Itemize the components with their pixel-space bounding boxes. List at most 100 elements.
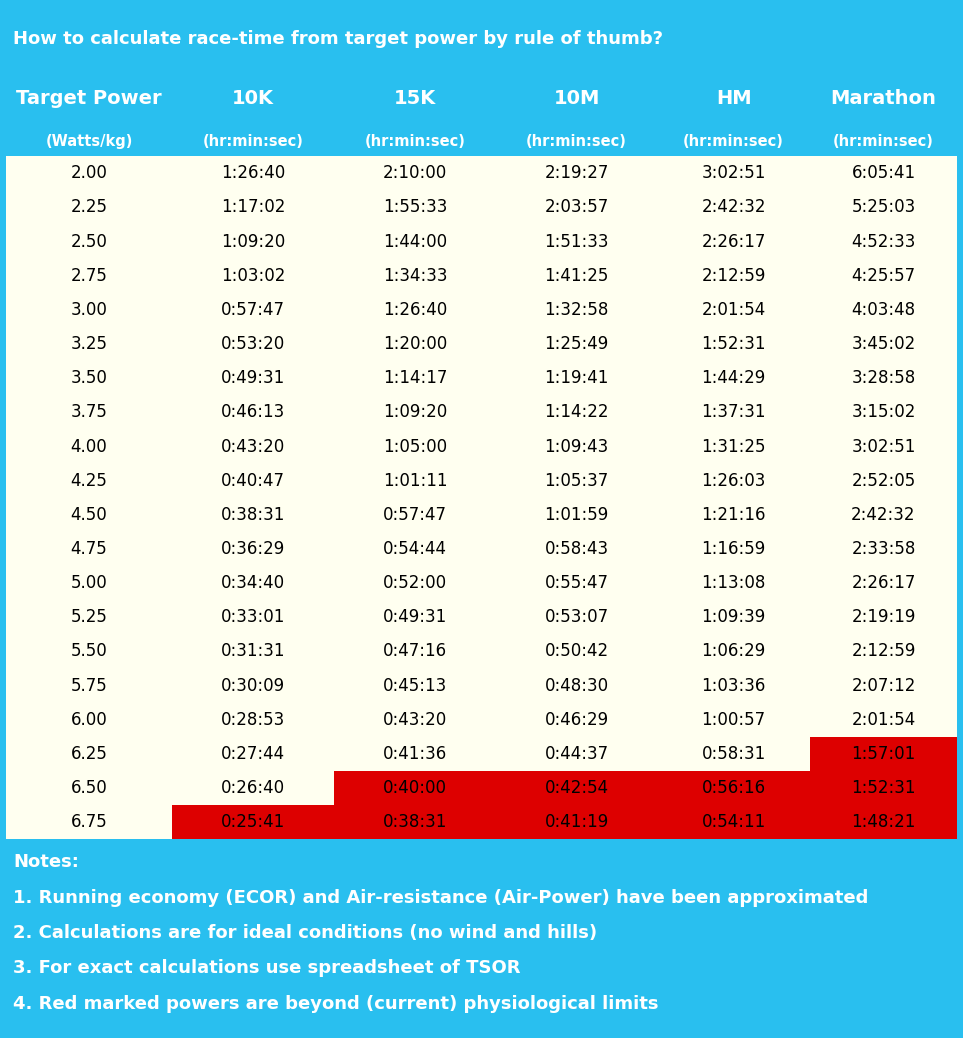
Text: 1:34:33: 1:34:33 — [382, 267, 447, 284]
Bar — [496, 327, 658, 361]
Bar — [496, 190, 658, 224]
Bar — [810, 190, 957, 224]
Text: 1:05:00: 1:05:00 — [383, 437, 447, 456]
Text: 1:25:49: 1:25:49 — [544, 335, 609, 353]
Bar — [172, 668, 334, 703]
Text: 1:44:29: 1:44:29 — [701, 370, 766, 387]
Bar — [810, 157, 957, 190]
Bar — [810, 805, 957, 840]
Text: 0:58:31: 0:58:31 — [701, 745, 766, 763]
Bar — [172, 600, 334, 634]
Bar — [6, 771, 172, 805]
Bar — [496, 430, 658, 464]
Text: 3. For exact calculations use spreadsheet of TSOR: 3. For exact calculations use spreadshee… — [13, 959, 521, 977]
Bar — [172, 805, 334, 840]
Text: 0:38:31: 0:38:31 — [382, 813, 447, 831]
Text: 1:44:00: 1:44:00 — [383, 233, 447, 250]
Text: 1:52:31: 1:52:31 — [701, 335, 766, 353]
Bar — [496, 634, 658, 668]
Bar — [172, 190, 334, 224]
Text: 1:17:02: 1:17:02 — [221, 198, 285, 217]
Text: 2. Calculations are for ideal conditions (no wind and hills): 2. Calculations are for ideal conditions… — [13, 924, 598, 941]
Bar — [810, 498, 957, 531]
Text: 1:03:36: 1:03:36 — [701, 677, 766, 694]
Bar — [334, 771, 496, 805]
Text: 0:43:20: 0:43:20 — [221, 437, 285, 456]
Text: 3:02:51: 3:02:51 — [851, 437, 916, 456]
Text: 0:54:44: 0:54:44 — [383, 540, 447, 558]
Bar — [496, 157, 658, 190]
Text: 1:01:59: 1:01:59 — [544, 506, 609, 524]
Bar — [172, 737, 334, 771]
Text: 2:12:59: 2:12:59 — [701, 267, 766, 284]
Text: (hr:min:sec): (hr:min:sec) — [833, 134, 934, 148]
Text: 3.00: 3.00 — [70, 301, 108, 319]
Text: (hr:min:sec): (hr:min:sec) — [526, 134, 627, 148]
Text: 0:38:31: 0:38:31 — [221, 506, 285, 524]
Text: 1:55:33: 1:55:33 — [382, 198, 447, 217]
Text: 6.00: 6.00 — [70, 711, 108, 729]
Text: 2:42:32: 2:42:32 — [851, 506, 916, 524]
Bar — [334, 600, 496, 634]
Bar — [658, 361, 810, 395]
Text: Marathon: Marathon — [830, 89, 936, 108]
Text: 1:32:58: 1:32:58 — [544, 301, 609, 319]
Bar — [810, 430, 957, 464]
Bar — [6, 361, 172, 395]
Bar — [334, 327, 496, 361]
Text: 0:54:11: 0:54:11 — [701, 813, 766, 831]
Bar — [496, 395, 658, 430]
Bar — [6, 703, 172, 737]
Text: 0:53:20: 0:53:20 — [221, 335, 285, 353]
Text: 6.75: 6.75 — [70, 813, 108, 831]
Text: 3:45:02: 3:45:02 — [851, 335, 916, 353]
Text: 0:46:29: 0:46:29 — [545, 711, 609, 729]
Text: 4.75: 4.75 — [70, 540, 108, 558]
Text: 1:51:33: 1:51:33 — [544, 233, 609, 250]
Text: 0:40:47: 0:40:47 — [221, 471, 285, 490]
Text: 1:14:22: 1:14:22 — [544, 404, 609, 421]
Text: 1:20:00: 1:20:00 — [382, 335, 447, 353]
Bar — [810, 566, 957, 600]
Bar — [334, 224, 496, 258]
Bar — [658, 430, 810, 464]
Text: 0:40:00: 0:40:00 — [383, 778, 447, 797]
Bar — [334, 430, 496, 464]
Text: 0:31:31: 0:31:31 — [221, 643, 285, 660]
Bar — [496, 600, 658, 634]
Bar — [658, 327, 810, 361]
Text: 10K: 10K — [232, 89, 274, 108]
Text: 0:34:40: 0:34:40 — [221, 574, 285, 592]
Bar — [172, 157, 334, 190]
Text: 1:00:57: 1:00:57 — [702, 711, 766, 729]
Bar — [6, 293, 172, 327]
Bar — [6, 737, 172, 771]
Bar — [334, 157, 496, 190]
Text: 4. Red marked powers are beyond (current) physiological limits: 4. Red marked powers are beyond (current… — [13, 994, 659, 1013]
Bar — [334, 258, 496, 293]
Bar — [810, 361, 957, 395]
Bar — [496, 737, 658, 771]
Bar — [6, 190, 172, 224]
Bar — [334, 395, 496, 430]
Text: 10M: 10M — [554, 89, 600, 108]
Bar — [810, 293, 957, 327]
Text: 1:16:59: 1:16:59 — [701, 540, 766, 558]
Text: 1. Running economy (ECOR) and Air-resistance (Air-Power) have been approximated: 1. Running economy (ECOR) and Air-resist… — [13, 889, 869, 906]
Bar — [496, 531, 658, 566]
Bar — [334, 190, 496, 224]
Bar — [658, 737, 810, 771]
Text: 1:26:40: 1:26:40 — [382, 301, 447, 319]
Bar — [172, 464, 334, 498]
Text: Notes:: Notes: — [13, 853, 79, 871]
Text: 5.00: 5.00 — [70, 574, 108, 592]
Text: 2.25: 2.25 — [70, 198, 108, 217]
Bar — [496, 668, 658, 703]
Bar — [172, 224, 334, 258]
Bar — [658, 531, 810, 566]
Text: 1:09:20: 1:09:20 — [382, 404, 447, 421]
Text: 1:05:37: 1:05:37 — [544, 471, 609, 490]
Text: 0:49:31: 0:49:31 — [382, 608, 447, 626]
Bar — [172, 703, 334, 737]
Text: 4.50: 4.50 — [70, 506, 108, 524]
